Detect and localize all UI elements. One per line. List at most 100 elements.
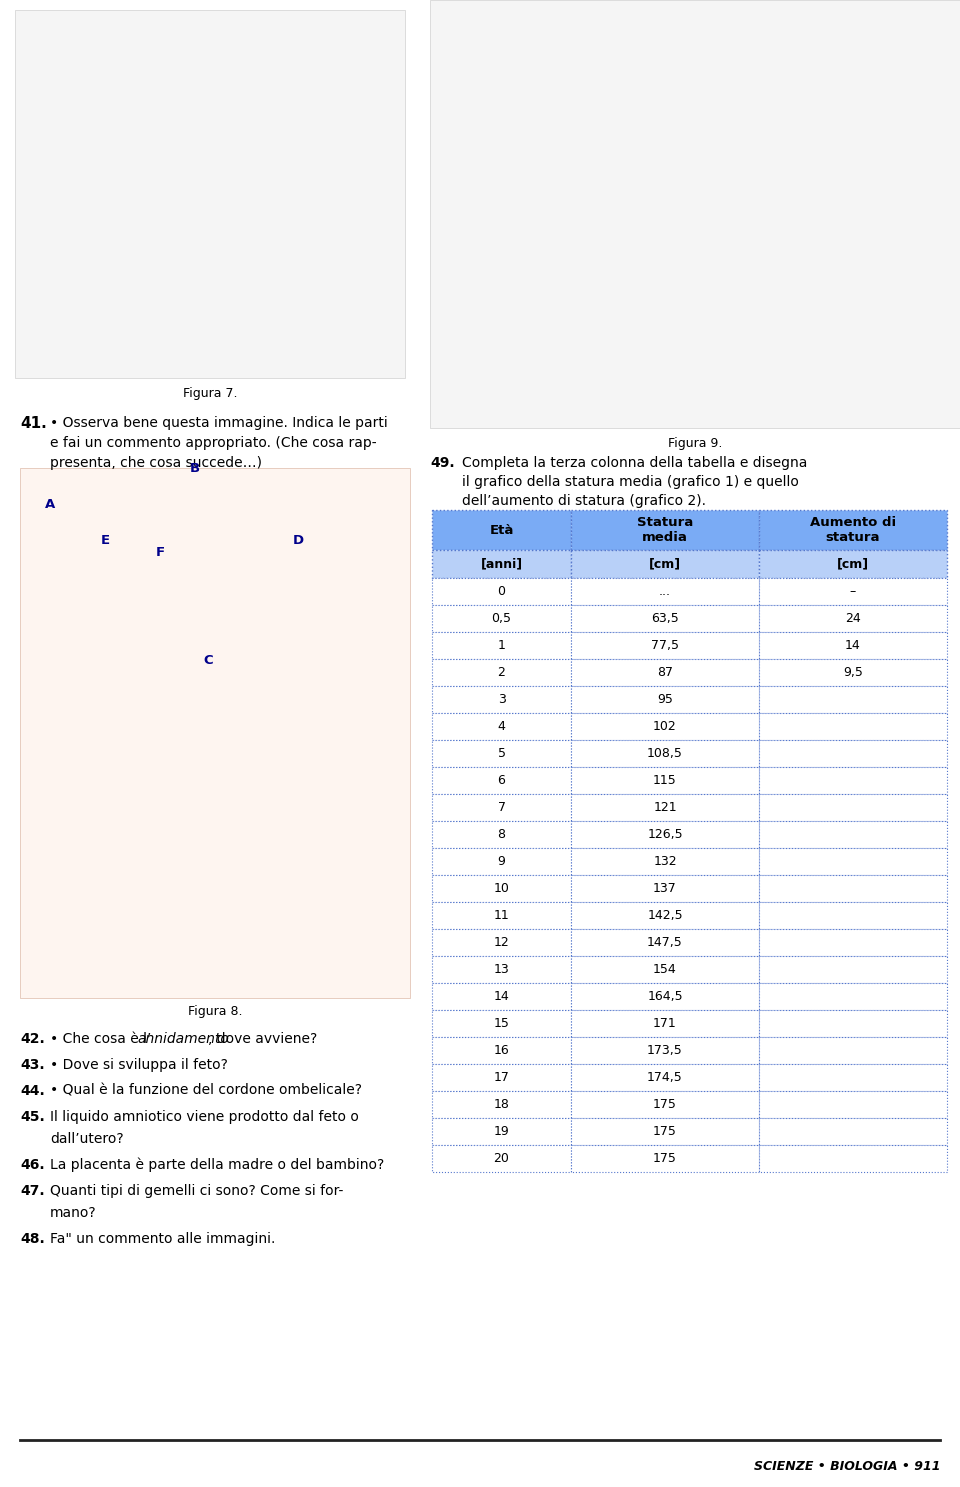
Text: [cm]: [cm] — [837, 558, 869, 571]
Text: E: E — [101, 534, 109, 547]
Bar — [759, 578, 947, 605]
Text: 14: 14 — [845, 639, 861, 651]
Text: 132: 132 — [653, 855, 677, 868]
Bar — [432, 956, 571, 983]
Bar — [432, 794, 571, 821]
Text: D: D — [293, 534, 303, 547]
Bar — [571, 1010, 759, 1036]
Text: 121: 121 — [653, 801, 677, 813]
Bar — [571, 956, 759, 983]
Bar — [432, 767, 571, 794]
Text: 171: 171 — [653, 1017, 677, 1030]
Text: 173,5: 173,5 — [647, 1044, 683, 1057]
Bar — [759, 741, 947, 767]
Text: • Qual è la funzione del cordone ombelicale?: • Qual è la funzione del cordone ombelic… — [50, 1084, 362, 1097]
Text: Figura 9.: Figura 9. — [668, 437, 722, 451]
Bar — [759, 1010, 947, 1036]
Text: annidamento: annidamento — [137, 1032, 228, 1045]
Text: 45.: 45. — [20, 1109, 45, 1124]
Bar — [571, 767, 759, 794]
Bar — [571, 1036, 759, 1065]
Bar — [571, 741, 759, 767]
Text: 8: 8 — [497, 828, 506, 842]
Text: Figura 8.: Figura 8. — [188, 1005, 242, 1019]
Bar — [571, 605, 759, 632]
Bar — [432, 821, 571, 848]
Bar — [432, 632, 571, 659]
Bar — [759, 1118, 947, 1145]
Text: presenta, che cosa succede…): presenta, che cosa succede…) — [50, 457, 262, 470]
Bar — [432, 605, 571, 632]
Bar — [571, 983, 759, 1010]
Text: dell’aumento di statura (grafico 2).: dell’aumento di statura (grafico 2). — [462, 494, 706, 509]
Text: 115: 115 — [653, 775, 677, 787]
Bar — [571, 848, 759, 874]
Text: 154: 154 — [653, 964, 677, 975]
Bar — [432, 1118, 571, 1145]
Text: 0,5: 0,5 — [492, 613, 512, 625]
Bar — [571, 550, 759, 578]
Text: Il liquido amniotico viene prodotto dal feto o: Il liquido amniotico viene prodotto dal … — [50, 1109, 359, 1124]
Text: ...: ... — [659, 584, 671, 598]
Bar — [432, 929, 571, 956]
Text: Completa la terza colonna della tabella e disegna: Completa la terza colonna della tabella … — [462, 457, 807, 470]
Bar — [759, 929, 947, 956]
Text: 5: 5 — [497, 746, 506, 760]
Bar — [432, 983, 571, 1010]
Bar — [432, 510, 571, 550]
Text: 11: 11 — [493, 909, 510, 922]
Text: 44.: 44. — [20, 1084, 45, 1097]
Bar — [759, 848, 947, 874]
Bar — [432, 741, 571, 767]
Text: mano?: mano? — [50, 1206, 97, 1219]
Text: 175: 175 — [653, 1152, 677, 1164]
Text: dall’utero?: dall’utero? — [50, 1132, 124, 1146]
Text: 147,5: 147,5 — [647, 935, 683, 949]
Bar — [759, 874, 947, 903]
Text: 20: 20 — [493, 1152, 510, 1164]
Bar — [759, 794, 947, 821]
Text: 63,5: 63,5 — [651, 613, 679, 625]
Text: e fai un commento appropriato. (Che cosa rap-: e fai un commento appropriato. (Che cosa… — [50, 436, 376, 451]
Bar — [759, 632, 947, 659]
Text: 126,5: 126,5 — [647, 828, 683, 842]
Text: 164,5: 164,5 — [647, 990, 683, 1004]
Text: 13: 13 — [493, 964, 510, 975]
Bar — [432, 848, 571, 874]
Bar — [571, 1145, 759, 1172]
Text: 137: 137 — [653, 882, 677, 895]
Text: Quanti tipi di gemelli ci sono? Come si for-: Quanti tipi di gemelli ci sono? Come si … — [50, 1184, 344, 1199]
Text: il grafico della statura media (grafico 1) e quello: il grafico della statura media (grafico … — [462, 474, 799, 489]
Text: [anni]: [anni] — [480, 558, 522, 571]
Text: 87: 87 — [657, 666, 673, 680]
Bar — [432, 1036, 571, 1065]
Text: 175: 175 — [653, 1126, 677, 1138]
Text: 42.: 42. — [20, 1032, 45, 1045]
Text: 49.: 49. — [430, 457, 455, 470]
Text: 3: 3 — [497, 693, 506, 706]
Bar — [432, 1065, 571, 1091]
Bar — [571, 874, 759, 903]
Text: 10: 10 — [493, 882, 510, 895]
Text: 15: 15 — [493, 1017, 510, 1030]
Bar — [20, 468, 410, 998]
Bar — [432, 712, 571, 741]
Text: 108,5: 108,5 — [647, 746, 683, 760]
Text: 17: 17 — [493, 1071, 510, 1084]
Bar — [432, 578, 571, 605]
Text: Figura 7.: Figura 7. — [182, 388, 237, 400]
Text: 4: 4 — [497, 720, 506, 733]
Text: Fa" un commento alle immagini.: Fa" un commento alle immagini. — [50, 1233, 276, 1246]
Text: 7: 7 — [497, 801, 506, 813]
Text: Età: Età — [490, 523, 514, 537]
Bar — [571, 510, 759, 550]
Text: • Che cosa è l’: • Che cosa è l’ — [50, 1032, 152, 1045]
Bar — [571, 686, 759, 712]
Text: 12: 12 — [493, 935, 510, 949]
Text: [cm]: [cm] — [649, 558, 681, 571]
Text: • Osserva bene questa immagine. Indica le parti: • Osserva bene questa immagine. Indica l… — [50, 416, 388, 430]
Text: A: A — [45, 498, 55, 512]
Bar — [571, 1065, 759, 1091]
Text: 16: 16 — [493, 1044, 510, 1057]
Bar — [571, 632, 759, 659]
